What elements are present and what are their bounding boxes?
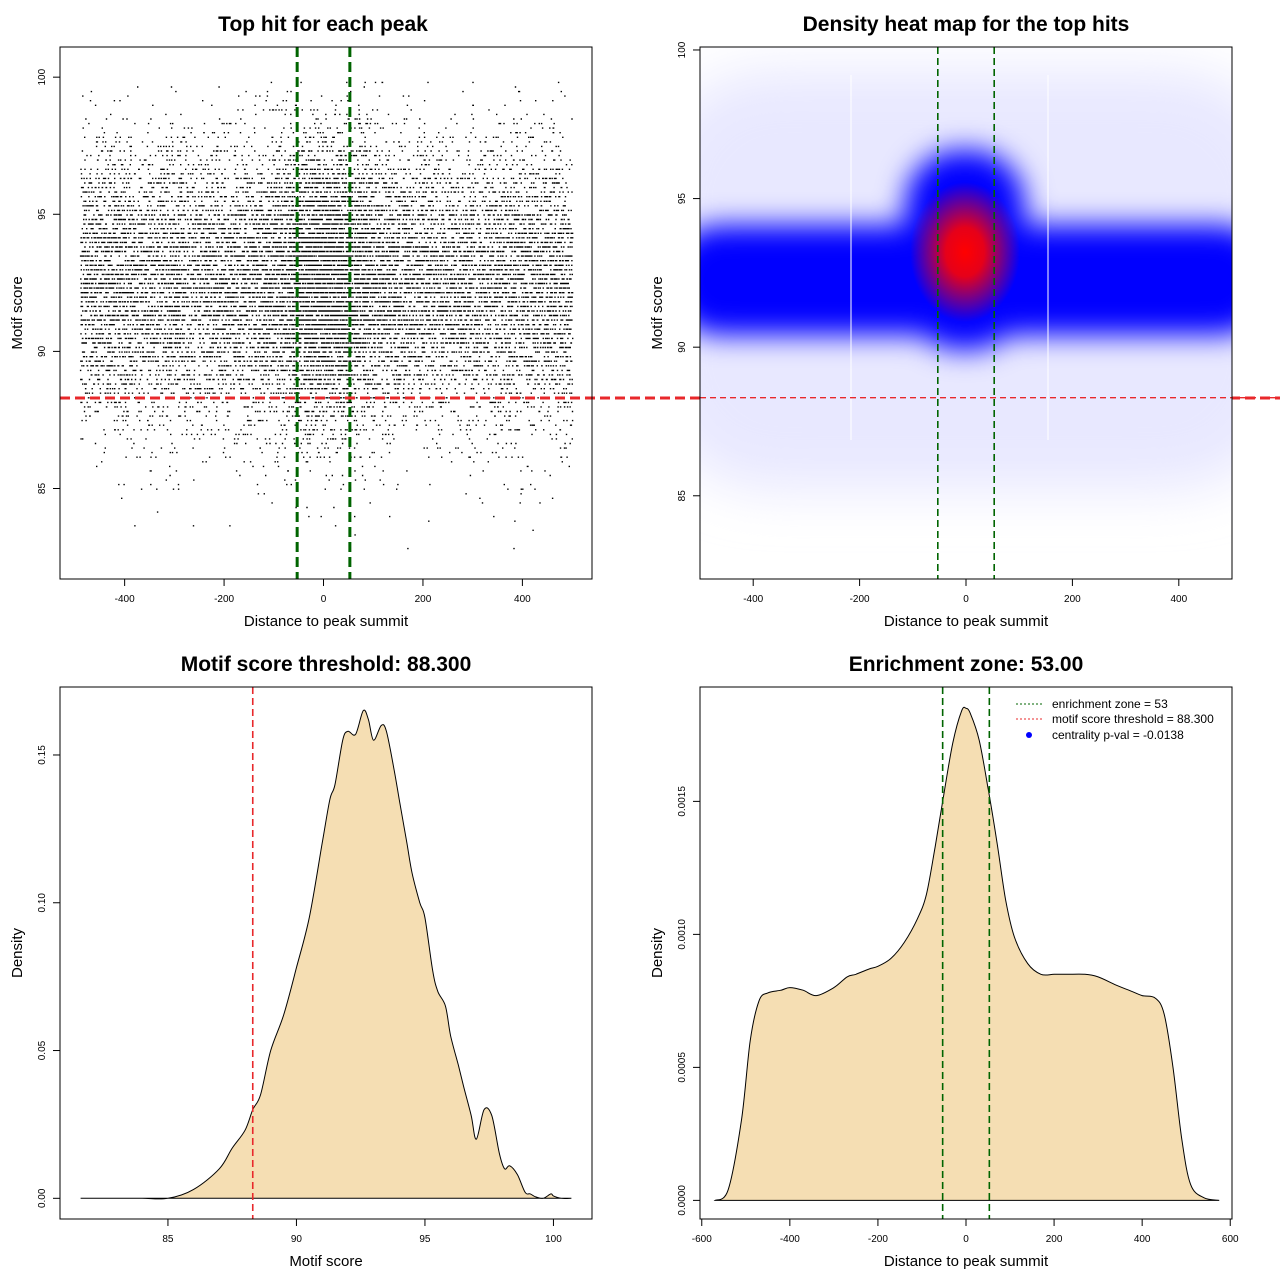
x-tick-label: 600: [1222, 1234, 1239, 1245]
x-tick-label: 0: [963, 594, 969, 605]
y-tick-label: 90: [37, 345, 48, 357]
distance-density-plot-area: [713, 706, 1220, 1201]
y-tick-label: 0.00: [37, 1188, 48, 1208]
y-tick-label: 85: [37, 483, 48, 495]
y-tick-label: 0.05: [37, 1040, 48, 1060]
x-tick-label: 400: [1170, 594, 1187, 605]
x-tick-label: -200: [850, 594, 870, 605]
score-density-y-ticks: 0.00 0.05 0.10 0.15: [37, 745, 60, 1208]
distance-density-zone-lines: [941, 687, 991, 1219]
scatter-y-axis-label: Motif score: [9, 276, 26, 349]
heatmap-y-axis-label: Motif score: [649, 276, 666, 349]
heatmap-reference-lines: [700, 47, 1280, 579]
panel-scatter: Top hit for each peak -400 -200 0 200 400 85…: [9, 13, 1280, 630]
legend-label-centrality: centrality p-val = -0.0138: [1052, 728, 1184, 742]
heatmap-x-axis-label: Distance to peak summit: [884, 613, 1049, 630]
x-tick-label: 400: [514, 594, 531, 605]
distance-density-x-axis-label: Distance to peak summit: [884, 1253, 1049, 1270]
score-density-title: Motif score threshold: 88.300: [181, 653, 472, 676]
score-density-plot-area: [80, 709, 572, 1200]
y-tick-label: 0.0015: [677, 786, 688, 817]
distance-density-y-ticks: 0.0000 0.0005 0.0010 0.0015: [677, 786, 700, 1216]
y-tick-label: 0.0010: [677, 919, 688, 950]
scatter-points: [79, 81, 574, 550]
x-tick-label: 200: [1046, 1234, 1063, 1245]
x-tick-label: 400: [1134, 1234, 1151, 1245]
x-tick-label: 0: [321, 594, 327, 605]
legend-label-enrichment-zone: enrichment zone = 53: [1052, 697, 1168, 711]
distance-density-curve: [713, 706, 1220, 1201]
x-tick-label: -600: [692, 1234, 712, 1245]
y-tick-label: 100: [677, 41, 688, 58]
y-tick-label: 85: [677, 490, 688, 502]
legend-marker-centrality: [1026, 732, 1032, 738]
x-tick-label: -200: [868, 1234, 888, 1245]
heatmap-density-image: [700, 47, 1232, 579]
x-tick-label: 0: [963, 1234, 969, 1245]
x-tick-label: -400: [115, 594, 135, 605]
scatter-x-ticks: -400 -200 0 200 400: [115, 579, 531, 605]
distance-density-title: Enrichment zone: 53.00: [849, 653, 1084, 676]
y-tick-label: 95: [37, 208, 48, 220]
panel-score-density: Motif score threshold: 88.300 85 90 95 100 …: [9, 653, 593, 1270]
heatmap-y-ticks: 85 90 95 100: [677, 41, 700, 501]
legend-label-threshold: motif score threshold = 88.300: [1052, 712, 1214, 726]
score-density-y-axis-label: Density: [9, 927, 26, 978]
y-tick-label: 95: [677, 193, 688, 205]
x-tick-label: 200: [415, 594, 432, 605]
scatter-reference-lines: [60, 47, 1280, 579]
heatmap-x-ticks: -400 -200 0 200 400: [743, 579, 1188, 605]
panel-distance-density: Enrichment zone: 53.00 -600 -400 -200 0 200 4…: [649, 653, 1239, 1270]
distance-density-y-axis-label: Density: [649, 927, 666, 978]
scatter-title: Top hit for each peak: [218, 13, 428, 36]
y-tick-label: 90: [677, 341, 688, 353]
scatter-plot-frame: [59, 46, 593, 580]
score-density-x-ticks: 85 90 95 100: [162, 1219, 562, 1245]
legend: enrichment zone = 53 motif score thresho…: [1016, 697, 1214, 742]
y-tick-label: 0.0000: [677, 1185, 688, 1216]
x-tick-label: -400: [780, 1234, 800, 1245]
y-tick-label: 0.10: [37, 893, 48, 913]
panel-heatmap: Density heat map for the top hits -400 -2…: [649, 13, 1280, 630]
x-tick-label: 90: [291, 1234, 303, 1245]
score-density-curve: [80, 709, 572, 1200]
x-tick-label: 100: [545, 1234, 562, 1245]
score-density-plot-frame: [59, 686, 593, 1220]
x-tick-label: 95: [419, 1234, 431, 1245]
x-tick-label: 85: [162, 1234, 174, 1245]
x-tick-label: -400: [743, 594, 763, 605]
heatmap-high-density: [910, 182, 1020, 322]
scatter-point-cloud: [79, 81, 574, 550]
x-tick-label: -200: [214, 594, 234, 605]
score-density-x-axis-label: Motif score: [289, 1253, 362, 1270]
y-tick-label: 100: [37, 68, 48, 85]
x-tick-label: 200: [1064, 594, 1081, 605]
scatter-x-axis-label: Distance to peak summit: [244, 613, 409, 630]
scatter-y-ticks: 85 90 95 100: [37, 68, 60, 494]
distance-density-x-ticks: -600 -400 -200 0 200 400 600: [692, 1219, 1239, 1245]
heatmap-title: Density heat map for the top hits: [803, 13, 1130, 36]
y-tick-label: 0.15: [37, 745, 48, 765]
y-tick-label: 0.0005: [677, 1052, 688, 1083]
